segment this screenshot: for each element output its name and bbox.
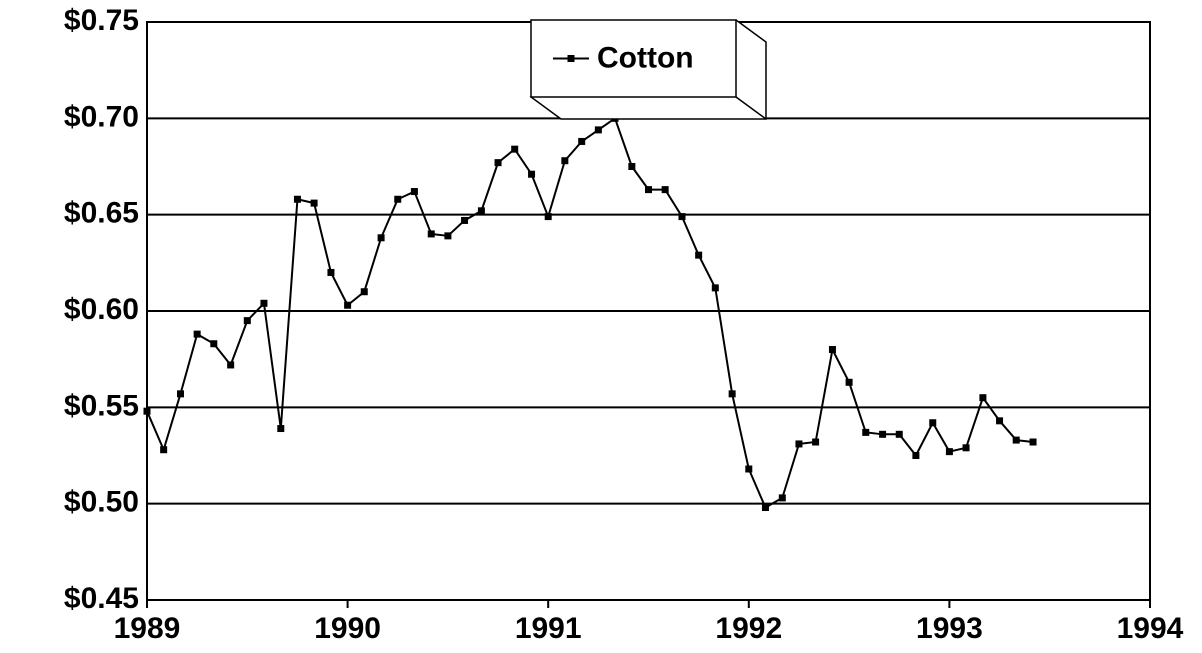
marker <box>544 213 552 221</box>
marker <box>695 251 703 259</box>
marker <box>461 216 469 224</box>
legend-box <box>530 19 737 98</box>
y-tick-label: $0.70 <box>64 100 139 133</box>
marker <box>1012 436 1020 444</box>
marker <box>327 268 335 276</box>
marker <box>528 170 536 178</box>
marker <box>929 419 937 427</box>
marker <box>879 430 887 438</box>
marker <box>678 213 686 221</box>
y-tick-label: $0.75 <box>64 4 139 37</box>
marker <box>778 494 786 502</box>
marker <box>728 390 736 398</box>
marker <box>360 288 368 296</box>
marker <box>310 199 318 207</box>
marker <box>594 126 602 134</box>
legend-marker <box>567 55 575 62</box>
marker <box>795 440 803 448</box>
marker <box>177 390 185 398</box>
marker <box>260 299 268 307</box>
marker <box>1029 438 1037 446</box>
marker <box>745 465 753 473</box>
marker <box>477 207 485 215</box>
legend-label: Cotton <box>597 41 694 74</box>
marker <box>344 301 352 309</box>
marker <box>996 417 1004 425</box>
x-tick-label: 1992 <box>715 612 782 645</box>
x-tick-label: 1993 <box>916 612 983 645</box>
y-tick-label: $0.55 <box>64 389 139 422</box>
marker <box>277 425 285 433</box>
marker <box>578 137 586 145</box>
marker <box>444 232 452 240</box>
y-tick-label: $0.50 <box>64 486 139 519</box>
x-tick-label: 1989 <box>114 612 181 645</box>
marker <box>427 230 435 238</box>
y-tick-label: $0.60 <box>64 293 139 326</box>
marker <box>193 330 201 338</box>
marker <box>494 159 502 167</box>
marker <box>862 428 870 436</box>
marker <box>511 145 519 153</box>
marker <box>912 452 920 459</box>
marker <box>210 340 218 348</box>
marker <box>410 188 418 196</box>
legend-edge <box>735 96 767 120</box>
x-tick-label: 1994 <box>1117 612 1184 645</box>
marker <box>845 378 853 386</box>
marker <box>561 157 569 165</box>
marker <box>628 163 636 170</box>
y-tick-label: $0.65 <box>64 197 139 230</box>
marker <box>711 284 719 292</box>
marker <box>293 195 301 203</box>
x-tick-label: 1990 <box>314 612 381 645</box>
marker <box>227 361 235 369</box>
marker <box>143 407 151 415</box>
marker <box>945 448 953 456</box>
marker <box>661 186 669 194</box>
marker <box>979 394 987 402</box>
marker <box>645 186 652 194</box>
marker <box>761 504 769 512</box>
marker <box>243 317 251 325</box>
marker <box>160 446 168 454</box>
marker <box>377 234 385 242</box>
legend: Cotton <box>529 19 767 120</box>
marker <box>394 195 402 203</box>
marker <box>962 444 970 452</box>
line <box>146 116 1034 509</box>
x-tick-label: 1991 <box>515 612 582 645</box>
marker <box>828 346 836 354</box>
y-tick-label: $0.45 <box>64 582 139 615</box>
marker <box>812 438 820 446</box>
marker <box>895 430 903 438</box>
